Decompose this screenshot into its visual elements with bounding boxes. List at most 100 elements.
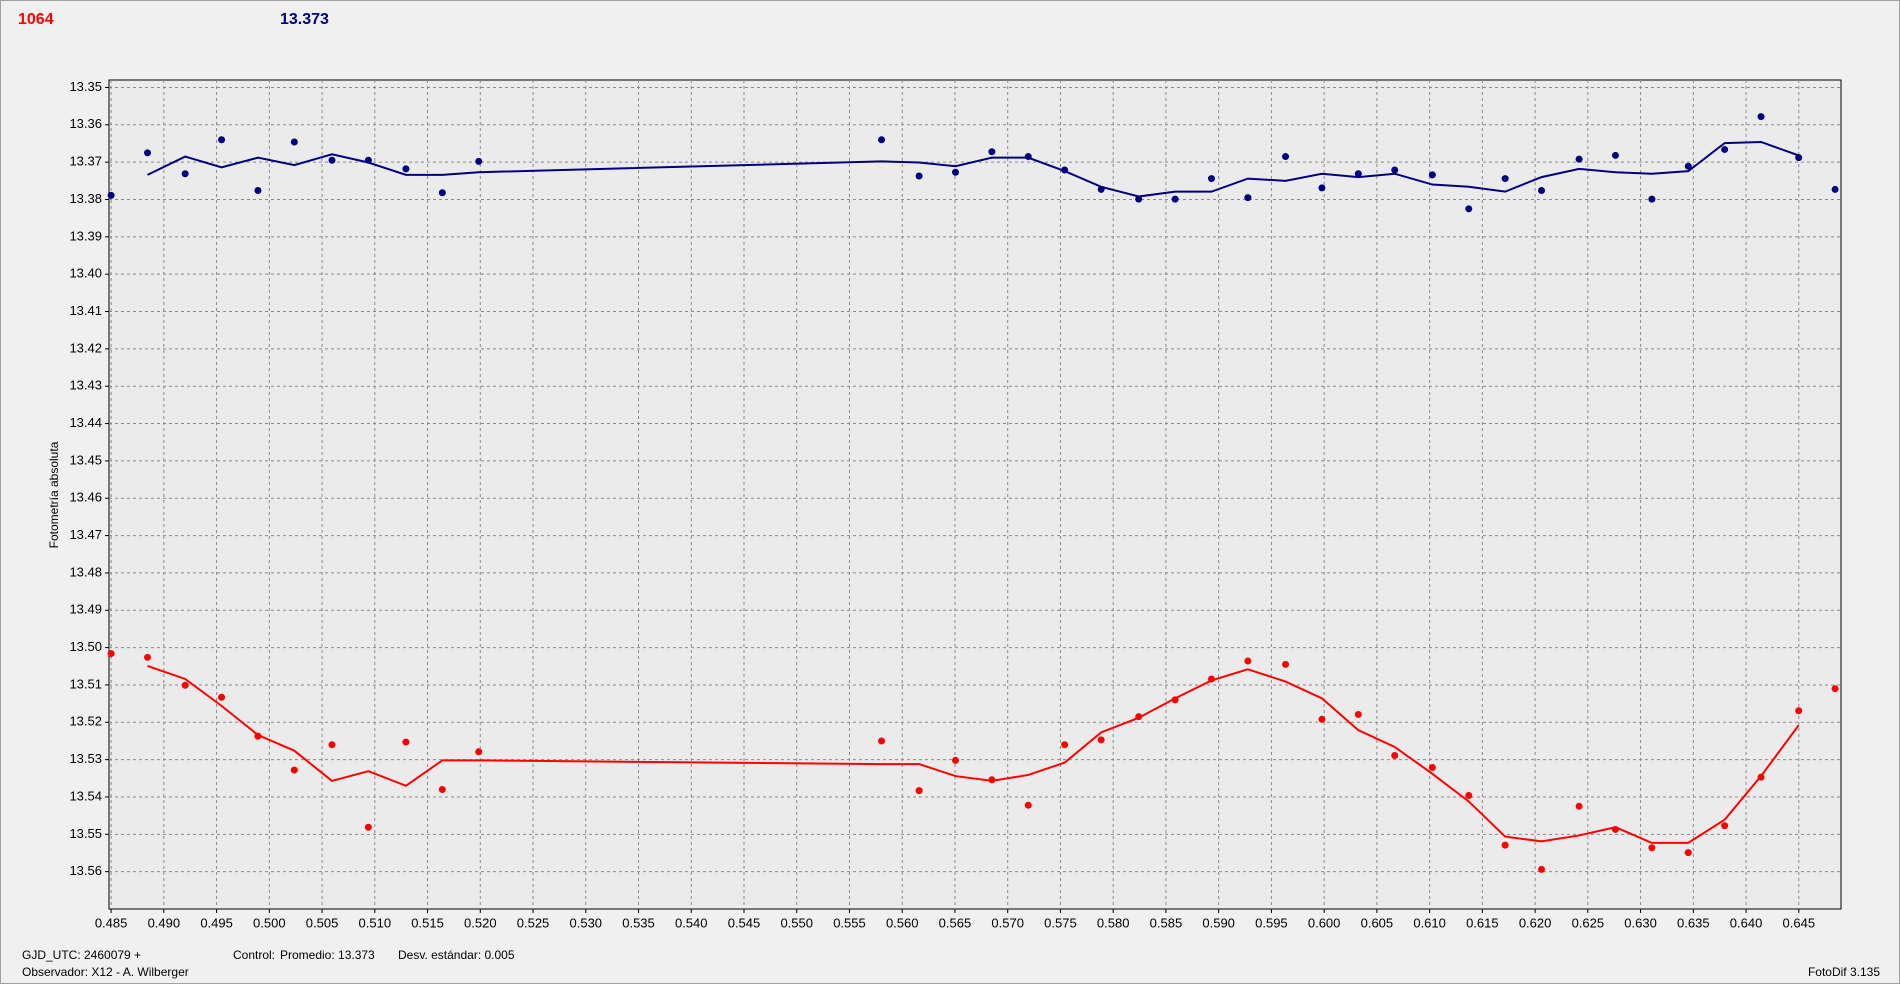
y-tick-label: 13.48 — [69, 564, 102, 579]
data-point — [1501, 841, 1509, 849]
y-tick-label: 13.35 — [69, 79, 102, 94]
data-point — [290, 138, 298, 146]
y-tick-label: 13.46 — [69, 490, 102, 505]
data-point — [328, 156, 336, 164]
data-point — [290, 766, 298, 774]
data-point — [1684, 849, 1692, 857]
data-point — [438, 786, 446, 794]
y-tick-label: 13.36 — [69, 116, 102, 131]
x-tick-label: 0.515 — [411, 915, 444, 930]
data-point — [402, 165, 410, 173]
data-point — [1171, 195, 1179, 203]
data-point — [254, 187, 262, 195]
x-tick-label: 0.585 — [1150, 915, 1183, 930]
footer-mean: Promedio: 13.373 — [280, 948, 375, 962]
data-point — [1721, 822, 1729, 830]
x-tick-label: 0.610 — [1413, 915, 1446, 930]
data-point — [328, 741, 336, 749]
data-point — [144, 149, 152, 157]
data-point — [181, 681, 189, 689]
data-point — [1831, 685, 1839, 693]
x-tick-label: 0.545 — [728, 915, 761, 930]
x-tick-label: 0.560 — [886, 915, 919, 930]
x-tick-label: 0.530 — [570, 915, 603, 930]
data-point — [475, 748, 483, 756]
data-point — [438, 189, 446, 197]
data-point — [878, 136, 886, 144]
data-point — [1575, 802, 1583, 810]
plot-area — [108, 79, 1842, 910]
data-point — [1354, 170, 1362, 178]
y-tick-label: 13.52 — [69, 714, 102, 729]
y-tick-label: 13.44 — [69, 415, 102, 430]
x-tick-label: 0.540 — [675, 915, 708, 930]
data-point — [915, 172, 923, 180]
x-tick-label: 0.640 — [1730, 915, 1763, 930]
data-point — [915, 787, 923, 795]
y-tick-label: 13.49 — [69, 602, 102, 617]
data-point — [475, 157, 483, 165]
data-point — [1097, 736, 1105, 744]
data-point — [107, 650, 115, 658]
data-point — [1024, 801, 1032, 809]
x-tick-label: 0.595 — [1255, 915, 1288, 930]
y-tick-label: 13.37 — [69, 154, 102, 169]
x-tick-label: 0.635 — [1677, 915, 1710, 930]
data-point — [1538, 865, 1546, 873]
y-tick-label: 13.43 — [69, 378, 102, 393]
data-point — [1428, 763, 1436, 771]
data-point — [1538, 187, 1546, 195]
data-point — [218, 136, 226, 144]
data-point — [1135, 195, 1143, 203]
y-axis-label: Fotometría absoluta — [47, 441, 61, 548]
y-tick-label: 13.39 — [69, 228, 102, 243]
data-point — [1465, 791, 1473, 799]
data-point — [1575, 155, 1583, 163]
data-point — [1721, 145, 1729, 153]
trend-line — [147, 664, 1800, 844]
data-point — [1282, 660, 1290, 668]
data-point — [951, 756, 959, 764]
footer-gjd: GJD_UTC: 2460079 + — [22, 948, 141, 962]
data-point — [1318, 715, 1326, 723]
y-tick-label: 13.54 — [69, 788, 102, 803]
x-tick-label: 0.645 — [1783, 915, 1816, 930]
y-tick-label: 13.55 — [69, 826, 102, 841]
x-tick-label: 0.535 — [622, 915, 655, 930]
y-tick-label: 13.45 — [69, 452, 102, 467]
x-tick-label: 0.505 — [306, 915, 339, 930]
data-point — [1244, 657, 1252, 665]
x-tick-label: 0.590 — [1202, 915, 1235, 930]
x-tick-label: 0.520 — [464, 915, 497, 930]
data-point — [1244, 194, 1252, 202]
x-tick-label: 0.625 — [1572, 915, 1605, 930]
data-point — [181, 170, 189, 178]
x-tick-label: 0.500 — [253, 915, 286, 930]
footer-stdev: Desv. estándar: 0.005 — [398, 948, 515, 962]
footer-control: Control: — [233, 948, 275, 962]
data-point — [1684, 162, 1692, 170]
x-tick-label: 0.600 — [1308, 915, 1341, 930]
data-point — [878, 737, 886, 745]
x-tick-label: 0.485 — [95, 915, 128, 930]
data-point — [1428, 171, 1436, 179]
data-point — [1757, 113, 1765, 121]
data-point — [1611, 151, 1619, 159]
x-tick-label: 0.565 — [939, 915, 972, 930]
y-tick-label: 13.47 — [69, 527, 102, 542]
x-tick-label: 0.630 — [1624, 915, 1657, 930]
x-tick-label: 0.615 — [1466, 915, 1499, 930]
data-point — [218, 693, 226, 701]
data-point — [1465, 205, 1473, 213]
data-point — [107, 191, 115, 199]
y-tick-label: 13.40 — [69, 266, 102, 281]
data-point — [1318, 184, 1326, 192]
control-value: 13.373 — [280, 11, 329, 28]
x-tick-label: 0.580 — [1097, 915, 1130, 930]
x-tick-label: 0.490 — [148, 915, 181, 930]
data-point — [988, 148, 996, 156]
x-tick-label: 0.510 — [359, 915, 392, 930]
data-point — [1795, 154, 1803, 162]
footer-observer: Observador: X12 - A. Wilberger — [22, 965, 189, 979]
